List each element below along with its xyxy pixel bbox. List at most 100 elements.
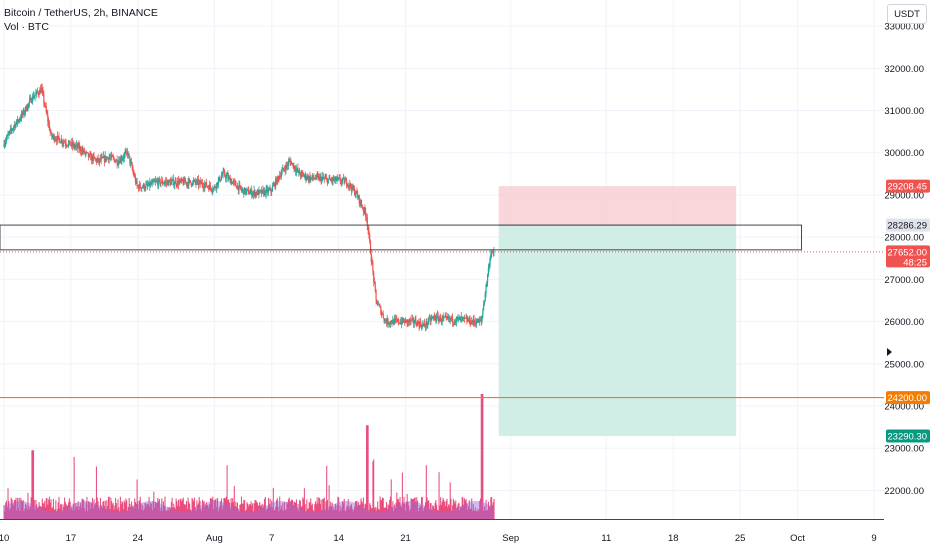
candle-body [325, 177, 327, 179]
currency-button[interactable]: USDT [887, 4, 927, 24]
volume-bar [44, 507, 47, 519]
volume-bar [463, 505, 465, 519]
candle-body [228, 177, 231, 178]
candle-body [204, 182, 207, 185]
volume-bar [205, 504, 207, 519]
candle-body [426, 321, 428, 325]
volume-bar [417, 511, 419, 519]
candle-body [381, 313, 383, 315]
volume-bar [387, 504, 389, 519]
candle-body [459, 317, 461, 321]
scroll-right-icon[interactable] [887, 348, 892, 356]
volume-bar [186, 508, 188, 519]
candle-body [310, 177, 313, 179]
volume-bar [478, 510, 480, 519]
time-tick-label: Aug [206, 533, 223, 544]
volume-bar [298, 510, 300, 519]
candle-body [403, 320, 405, 322]
volume-bar [472, 504, 474, 519]
candle-body [212, 188, 215, 191]
volume-bar [252, 503, 254, 519]
candle-body [484, 293, 486, 301]
volume-bar [491, 505, 493, 519]
volume-bar [483, 510, 485, 519]
candle-body [389, 321, 392, 324]
volume-bar [431, 509, 433, 519]
candle-body [334, 177, 337, 181]
volume-bar [273, 510, 275, 519]
candle-body [205, 182, 207, 187]
level-price-tag: 24200.00 [887, 393, 927, 404]
candle-body [236, 185, 238, 189]
candle-body [47, 114, 49, 122]
candle-body [467, 319, 470, 322]
candle-body [151, 181, 153, 185]
volume-bar [99, 497, 102, 519]
candle-body [295, 169, 297, 172]
volume-bar [281, 510, 283, 519]
price-tick-label: 28000.00 [884, 233, 924, 244]
candle-body [244, 188, 246, 195]
volume-bar [310, 498, 312, 519]
candle-body [408, 319, 411, 322]
time-tick-label: 9 [871, 533, 876, 544]
candle-body [480, 319, 482, 322]
volume-bar [243, 499, 245, 519]
candle-body [208, 184, 211, 190]
volume-bar [311, 505, 313, 519]
candle-body [263, 190, 266, 195]
candle-body [465, 318, 467, 319]
candle-body [249, 192, 251, 194]
volume-bar [72, 503, 74, 519]
candle-body [474, 322, 476, 323]
candle-body [29, 97, 31, 100]
volume-bar [65, 504, 67, 519]
candle-body [93, 155, 95, 158]
candle-body [373, 281, 376, 284]
volume-bar [112, 502, 114, 519]
candle-body [146, 184, 149, 186]
volume-bar [142, 510, 145, 519]
volume-bar [415, 501, 417, 519]
volume-bar [303, 499, 305, 519]
volume-bar [279, 508, 282, 519]
volume-bar [331, 502, 333, 519]
candle-body [425, 321, 427, 327]
candle-body [44, 105, 47, 107]
candle-body [385, 322, 388, 324]
time-tick-label: 17 [66, 533, 77, 544]
volume-bar [466, 503, 468, 519]
volume-bar [341, 507, 343, 519]
candle-body [177, 180, 179, 186]
candle-body [247, 189, 250, 195]
volume-bar [278, 511, 280, 519]
candle-body [434, 316, 436, 320]
volume-bar [343, 498, 345, 519]
volume-bar [392, 501, 394, 519]
candle-body [79, 146, 82, 152]
volume-bar [227, 500, 229, 519]
candle-body [194, 179, 196, 183]
volume-bar [146, 503, 149, 519]
volume-bar [283, 501, 286, 519]
candle-body [424, 325, 427, 327]
volume-bar [454, 503, 456, 519]
candle-body [91, 155, 94, 161]
volume-bar [394, 508, 396, 519]
volume-bar [303, 488, 305, 519]
chart-overlays [0, 224, 884, 520]
candle-body [416, 324, 418, 327]
volume-bar [144, 502, 146, 519]
candle-body [96, 159, 98, 162]
volume-bar [452, 505, 454, 519]
candle-body [323, 178, 325, 180]
candle-body [451, 316, 454, 323]
volume-bar [264, 498, 266, 519]
candle-body [139, 183, 141, 188]
candle-body [136, 180, 138, 186]
candle-body [101, 157, 103, 158]
candle-body [160, 182, 162, 185]
candle-body [104, 155, 106, 162]
volume-bar [400, 505, 402, 519]
